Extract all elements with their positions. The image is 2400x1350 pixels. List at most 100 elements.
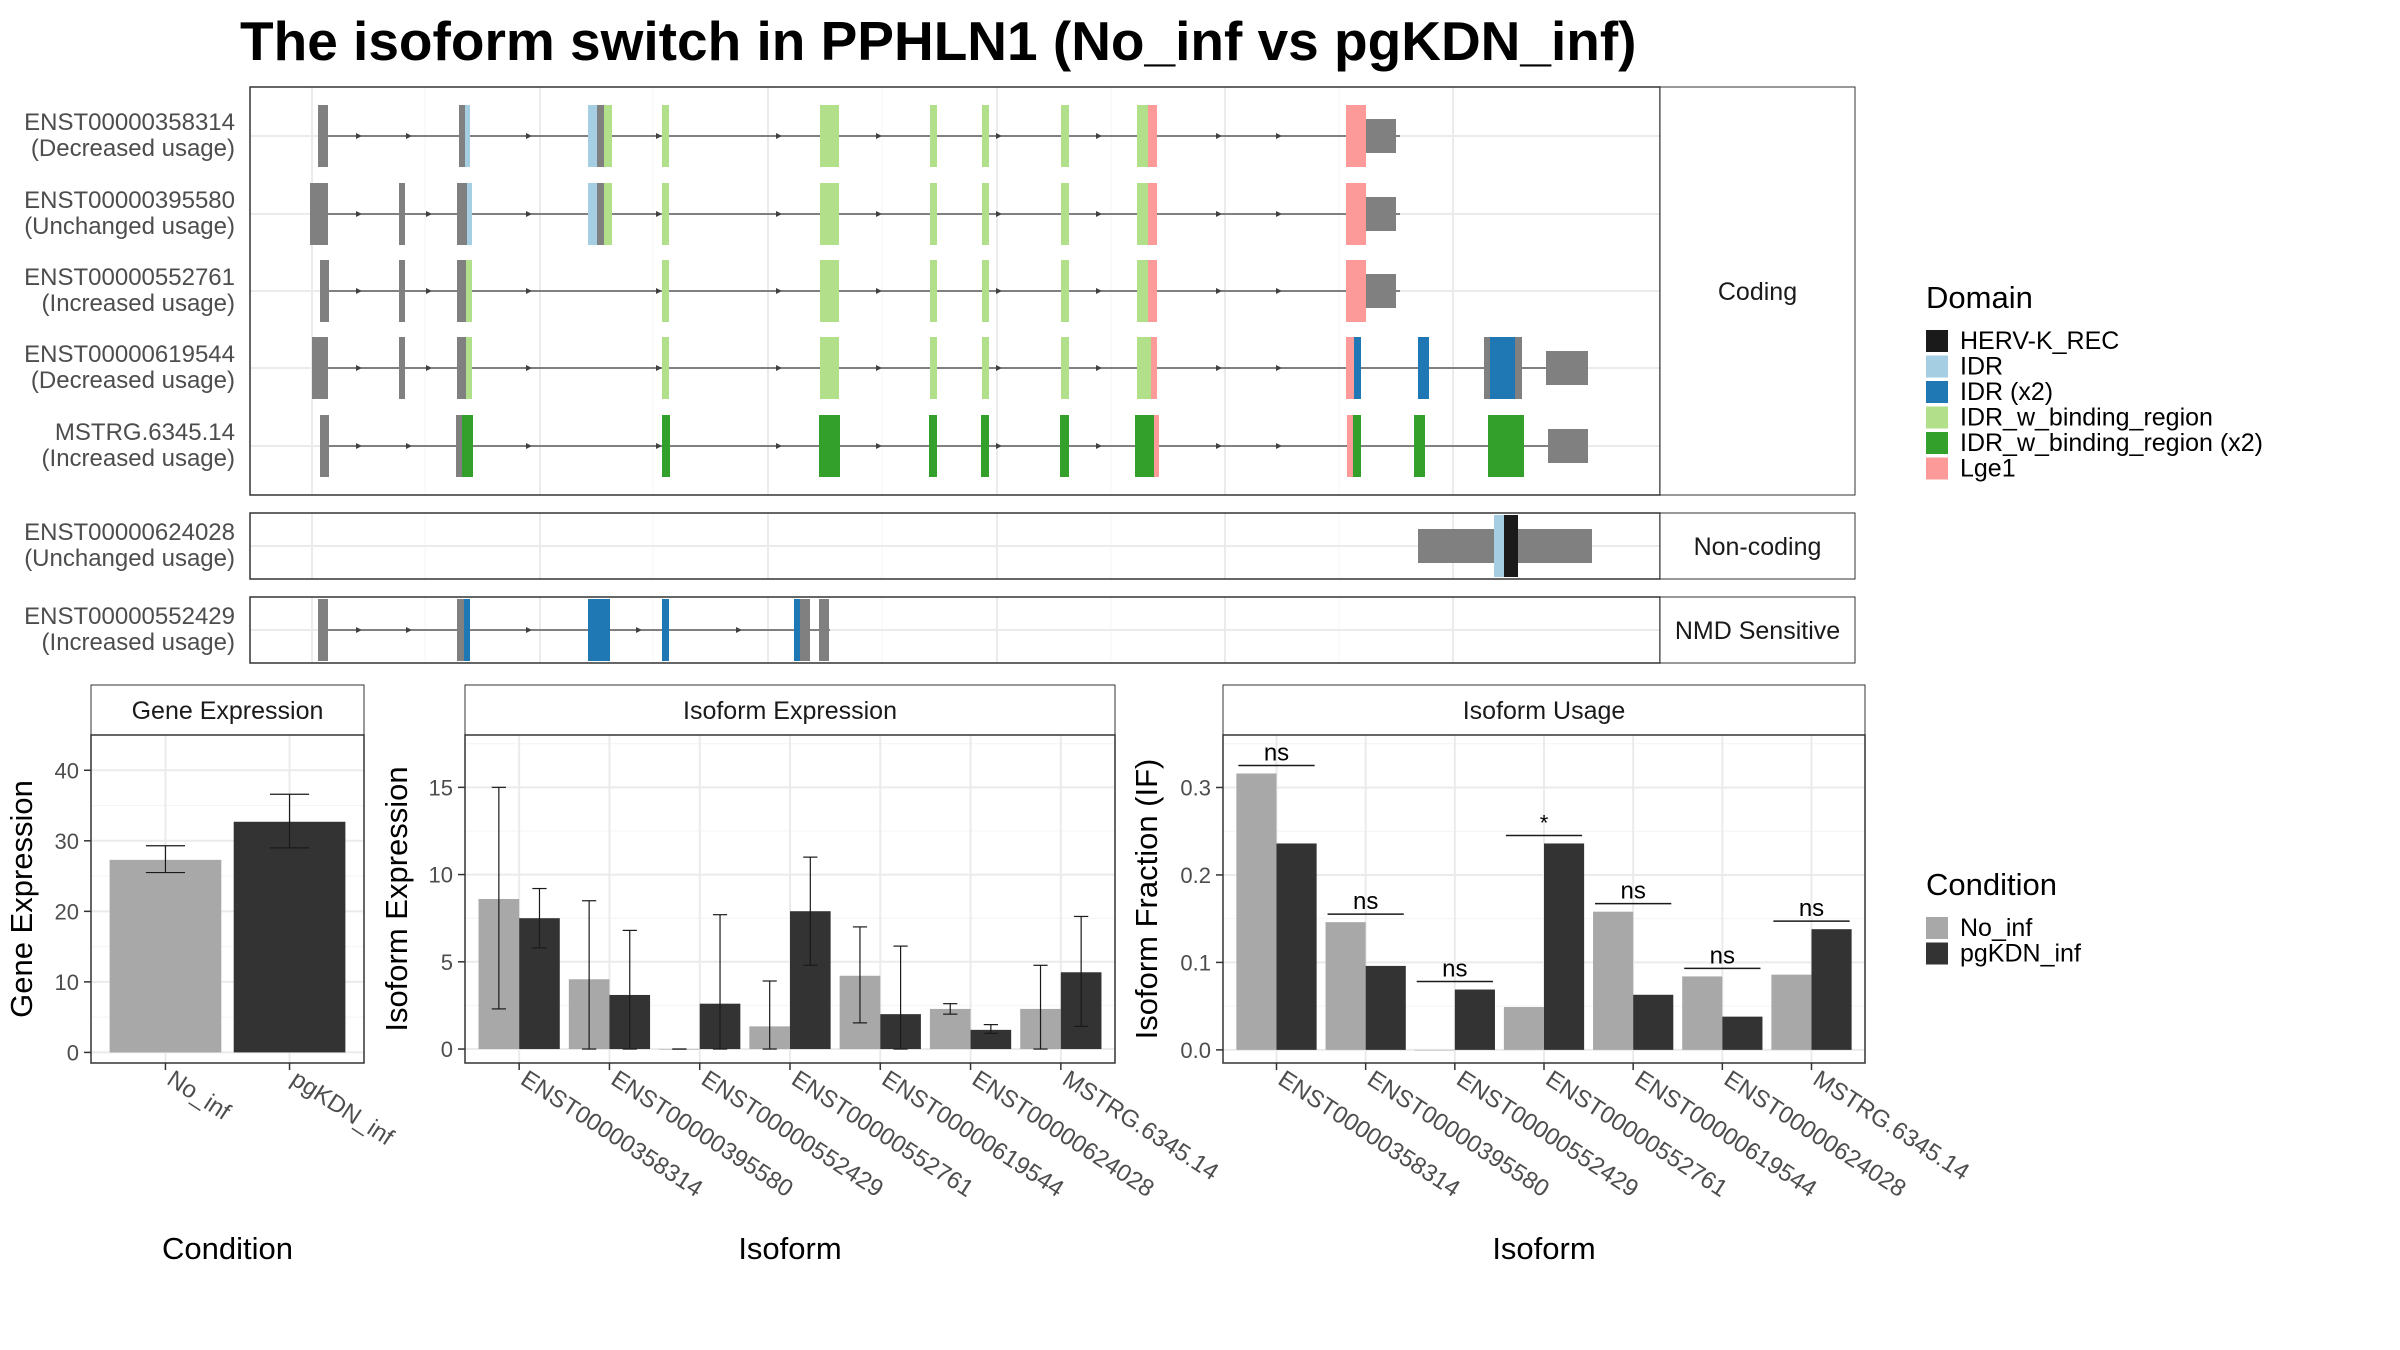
structure-subpanel: ENST00000624028(Unchanged usage) Non-codi… [24,512,1856,580]
domain-segment [929,415,937,477]
bar [1682,976,1723,1050]
intron-arrow [356,288,362,294]
domain-segment [1504,515,1518,577]
exon [457,337,466,399]
exon [1484,337,1490,399]
intron-arrow [1216,211,1222,217]
domain-segment [465,105,470,167]
y-tick-label: 0.2 [1180,863,1211,888]
y-tick-label: 0.0 [1180,1038,1211,1063]
y-tick-label: 0.1 [1180,950,1211,975]
domain-segment [820,105,839,167]
exon [399,260,405,322]
intron-arrow [776,133,782,139]
exon [312,337,328,399]
isoform-structure-panel: ENST00000358314(Decreased usage)ENST0000… [24,86,1856,664]
domain-segment [1060,415,1069,477]
isoform-usage-label: (Decreased usage) [31,135,235,162]
x-tick-label: pgKDN_inf [286,1065,398,1151]
exon [1366,274,1396,308]
intron-arrow [1276,288,1282,294]
domain-segment [1151,337,1157,399]
intron-arrow [776,365,782,371]
chart-border [90,734,365,1064]
domain-legend-key [1926,406,1948,429]
intron-arrow [1096,133,1102,139]
bar [1633,994,1674,1050]
intron-arrow [1096,365,1102,371]
isoform-label: MSTRG.6345.14 [55,419,235,446]
isoform-track [310,183,1400,245]
domain-segment [1061,183,1069,245]
exon [320,260,329,322]
chart-strip [90,684,365,736]
significance-label: ns [1710,942,1735,969]
domain-legend-key [1926,381,1948,403]
domain-legend-key [1926,330,1948,352]
domain-legend-label: IDR [1960,353,2003,381]
panel-strip [1659,86,1856,496]
intron-arrow [996,365,1002,371]
significance-label: ns [1620,878,1645,905]
intron-arrow [996,443,1002,449]
intron-arrow [356,133,362,139]
intron-arrow [1216,133,1222,139]
exon [457,183,467,245]
exon [597,105,604,167]
intron-arrow [526,365,532,371]
y-axis-title: Isoform Expression [379,766,414,1031]
condition-legend-label: pgKDN_inf [1960,940,2081,968]
intron-arrow [356,211,362,217]
domain-segment [662,183,669,245]
significance-label: ns [1799,895,1824,922]
intron-arrow [356,365,362,371]
domain-segment [1137,260,1148,322]
intron-arrow [1096,443,1102,449]
exon [1418,529,1478,563]
intron-arrow [776,443,782,449]
exon [318,599,328,661]
intron-arrow [1216,443,1222,449]
y-tick-label: 15 [429,775,453,800]
domain-segment [1418,337,1429,399]
intron-arrow [736,627,742,633]
y-tick-label: 0 [67,1040,79,1065]
intron-arrow [636,627,642,633]
x-axis-title: Condition [162,1231,293,1266]
gene-expression-chart: Gene Expression 0 10 20 30 40 No_inf pgKDN_inf C… [4,684,399,1266]
domain-segment [930,105,937,167]
domain-segment [1346,337,1354,399]
exon [320,415,329,477]
exon [1366,119,1396,153]
y-axis-title: Isoform Fraction (IF) [1129,759,1164,1040]
intron-arrow [876,133,882,139]
intron-arrow [426,288,432,294]
exon [597,183,604,245]
exon [310,183,328,245]
exon [1553,351,1588,385]
panel-strip [1659,596,1856,664]
chart-strip-label: Gene Expression [132,697,324,725]
intron-arrow [406,133,412,139]
isoform-label: ENST00000552761 [24,264,235,291]
domain-segment [1137,183,1148,245]
domain-segment [820,337,839,399]
bar [1454,989,1495,1050]
intron-arrow [1216,288,1222,294]
exon [1515,337,1522,399]
isoform-usage-label: (Decreased usage) [31,367,235,394]
intron-arrow [426,365,432,371]
chart-strip [464,684,1116,736]
exon [459,105,469,167]
bar [233,821,346,1053]
intron-arrow [996,288,1002,294]
domain-segment [466,260,472,322]
isoform-track [318,105,1400,167]
bar [1276,843,1317,1050]
domain-segment [930,337,937,399]
isoform-usage-label: (Increased usage) [42,445,235,472]
intron-arrow [656,211,662,217]
domain-segment [602,599,610,661]
